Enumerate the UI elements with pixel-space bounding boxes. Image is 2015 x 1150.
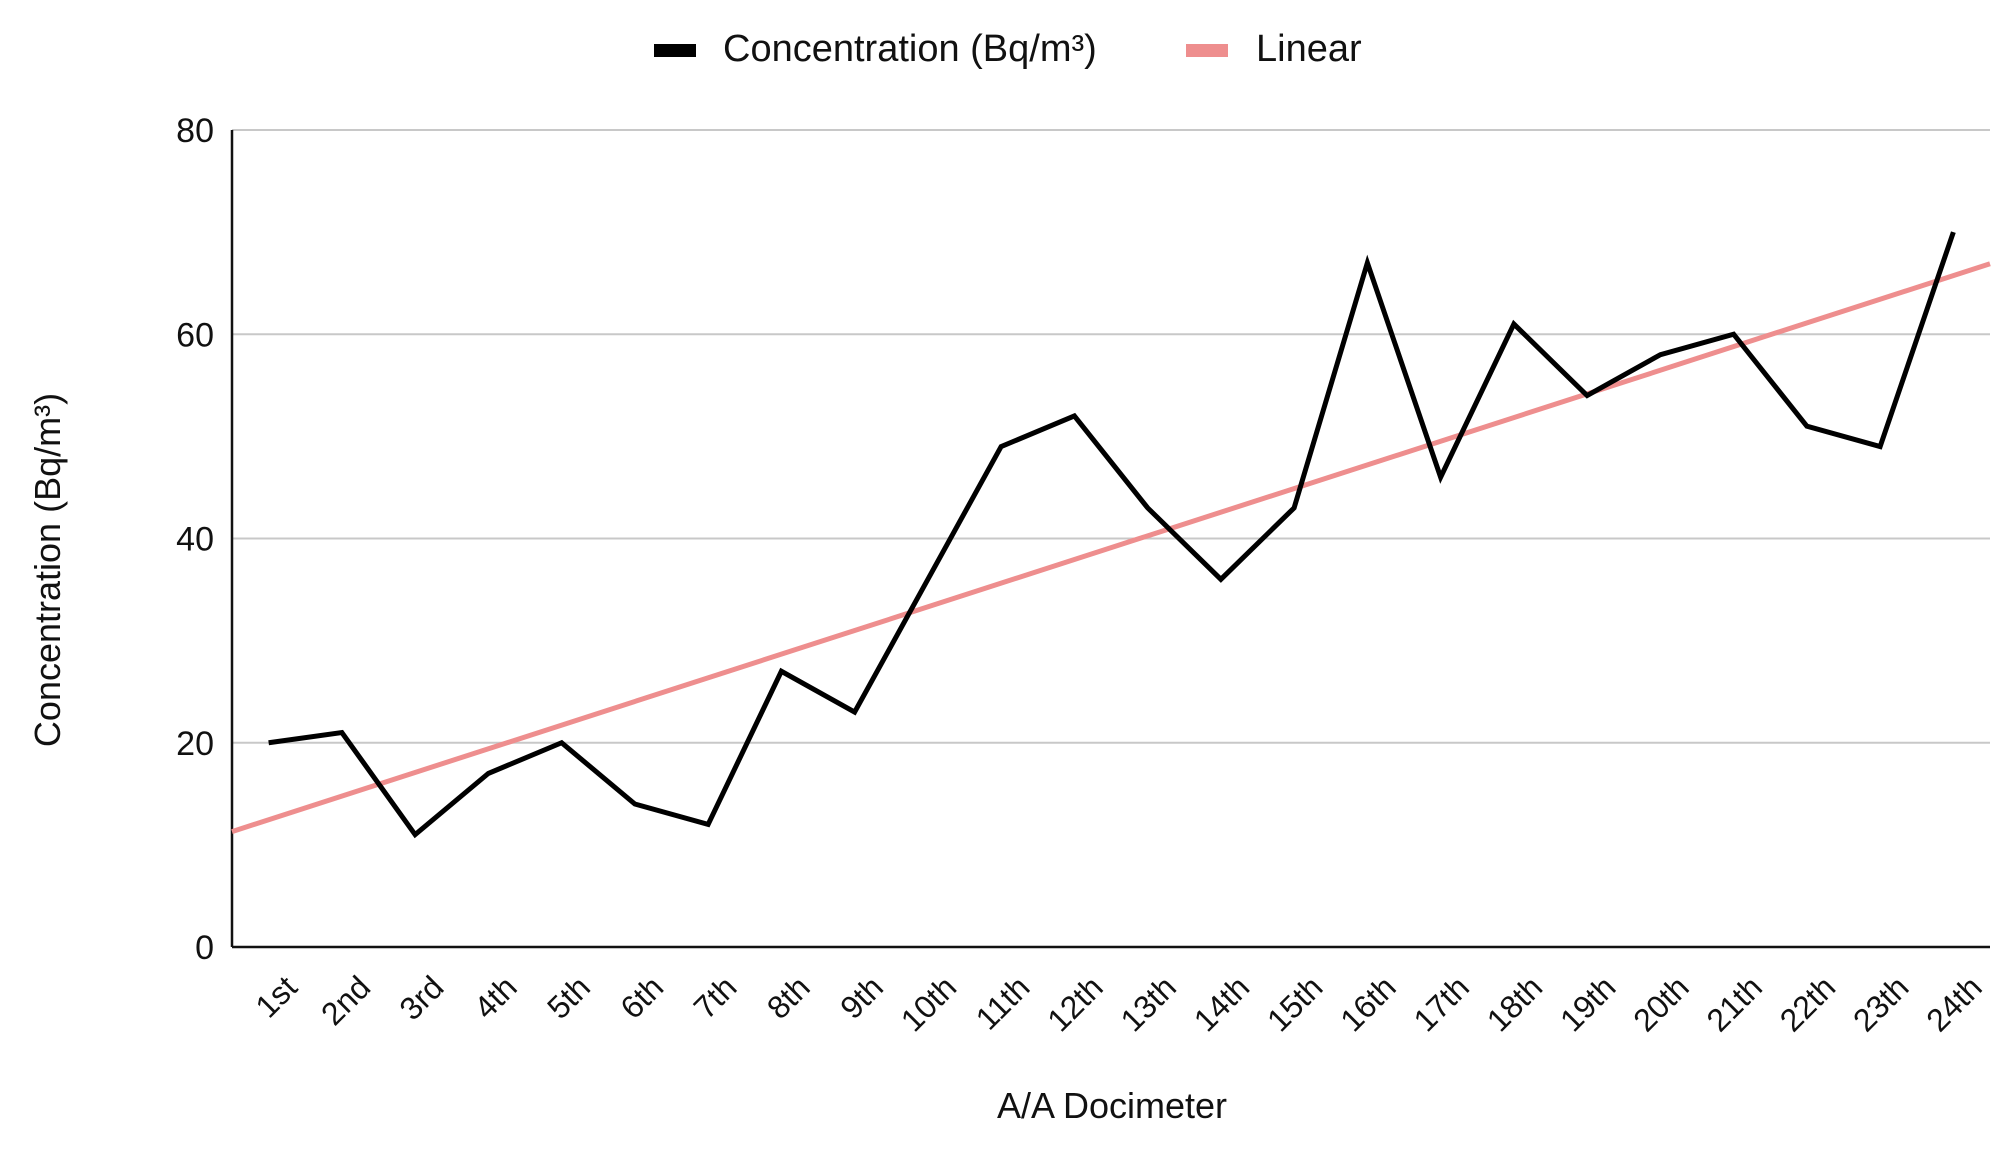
linear-trendline <box>231 261 1991 834</box>
x-tick-label: 24th <box>1919 969 1988 1038</box>
gridlines <box>232 129 1990 744</box>
x-tick-label: 21th <box>1699 969 1768 1038</box>
trendline-layer <box>231 261 1991 834</box>
legend-swatch-concentration <box>654 44 696 57</box>
x-tick-label: 19th <box>1553 969 1622 1038</box>
y-tick-label: 60 <box>176 316 214 354</box>
x-tick-label: 13th <box>1113 969 1182 1038</box>
x-tick-label: 17th <box>1406 969 1475 1038</box>
y-axis-title: Concentration (Bq/m³) <box>27 393 68 747</box>
legend: Concentration (Bq/m³) Linear <box>654 28 1362 70</box>
x-tick-label: 7th <box>687 969 744 1026</box>
axes <box>230 130 1990 949</box>
y-tick-labels: 0 20 40 60 80 <box>176 112 214 967</box>
y-tick-label: 20 <box>176 725 214 763</box>
y-tick-label: 80 <box>176 112 214 150</box>
x-tick-label: 8th <box>760 969 817 1026</box>
x-tick-label: 22th <box>1773 969 1842 1038</box>
x-tick-label: 18th <box>1480 969 1549 1038</box>
x-tick-label: 23th <box>1846 969 1915 1038</box>
legend-label-concentration: Concentration (Bq/m³) <box>723 28 1097 70</box>
legend-swatch-linear <box>1186 44 1228 57</box>
x-tick-label: 20th <box>1626 969 1695 1038</box>
legend-label-linear: Linear <box>1256 28 1362 70</box>
x-tick-label: 10th <box>894 969 963 1038</box>
x-tick-label: 9th <box>833 969 890 1026</box>
x-tick-label: 1st <box>248 969 304 1025</box>
series-line-concentration <box>268 231 1956 839</box>
x-tick-label: 6th <box>613 969 670 1026</box>
x-tick-label: 4th <box>467 969 524 1026</box>
series-layer <box>268 231 1956 839</box>
x-tick-label: 12th <box>1040 969 1109 1038</box>
x-axis-title: A/A Docimeter <box>997 1085 1227 1126</box>
x-tick-label: 3rd <box>392 969 450 1027</box>
y-tick-label: 40 <box>176 521 214 559</box>
y-tick-label: 0 <box>195 929 214 967</box>
x-tick-label: 14th <box>1187 969 1256 1038</box>
x-tick-label: 15th <box>1260 969 1329 1038</box>
x-tick-label: 2nd <box>314 969 377 1032</box>
x-tick-label: 5th <box>540 969 597 1026</box>
x-tick-label: 16th <box>1333 969 1402 1038</box>
x-tick-label: 11th <box>969 969 1037 1037</box>
x-tick-labels: 1st 2nd 3rd 4th 5th 6th 7th 8th 9th 10th 11th 12th 1… <box>248 969 1988 1039</box>
